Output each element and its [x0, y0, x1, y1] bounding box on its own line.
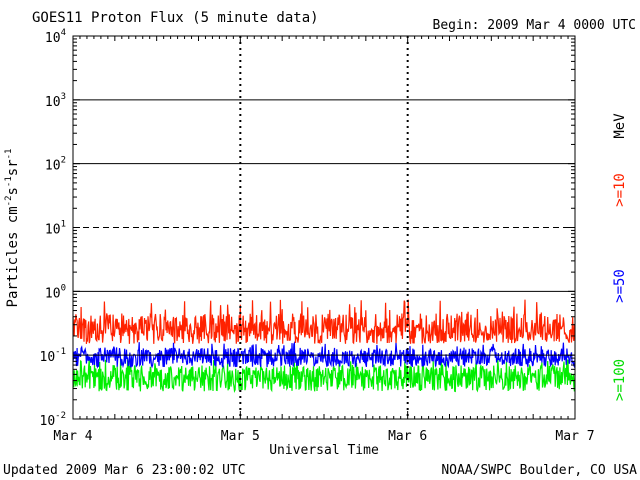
source-label: NOAA/SWPC Boulder, CO USA — [441, 463, 637, 478]
y-tick-label: 10-1 — [40, 347, 67, 365]
series-trace — [72, 340, 576, 369]
x-tick-label: Mar 5 — [221, 429, 260, 444]
x-tick-label: Mar 7 — [555, 429, 594, 444]
y-ticks: 104 103 102 101 100 10-1 10-2 — [40, 28, 575, 429]
legend-ge10-label: >=10 — [612, 173, 628, 207]
legend-ge50-label: >=50 — [612, 269, 628, 303]
y-label-text: Particles cm — [5, 206, 21, 307]
y-tick-label: 10-2 — [40, 411, 67, 429]
y-tick-label: 103 — [45, 92, 66, 110]
chart-title: GOES11 Proton Flux (5 minute data) — [32, 10, 319, 26]
y-label-sup1: -2 — [4, 195, 14, 206]
y-tick-label: 102 — [45, 156, 66, 174]
y-tick-label: 104 — [45, 28, 66, 46]
y-tick-label: 100 — [45, 283, 66, 301]
y-label-s: s — [5, 187, 21, 195]
series-trace — [72, 358, 576, 393]
y-label-sr: sr — [5, 159, 21, 176]
legend-mev-label: MeV — [612, 113, 628, 139]
x-ticks: Mar 4 Mar 5 Mar 6 Mar 7 — [53, 36, 595, 444]
x-tick-label: Mar 4 — [53, 429, 92, 444]
y-label-sup3: -1 — [4, 149, 14, 160]
y-label-sup2: -1 — [4, 176, 14, 187]
grid — [73, 36, 575, 419]
begin-label: Begin: 2009 Mar 4 0000 UTC — [433, 18, 637, 33]
y-tick-label: 101 — [45, 220, 66, 238]
legend-ge100-label: >=100 — [612, 359, 628, 401]
updated-label: Updated 2009 Mar 6 23:00:02 UTC — [3, 463, 246, 478]
series-trace — [72, 299, 576, 345]
traces — [72, 299, 576, 393]
y-axis-label: Particles cm-2s-1sr-1 — [4, 149, 21, 308]
x-axis-label: Universal Time — [269, 443, 379, 458]
x-tick-label: Mar 6 — [388, 429, 427, 444]
